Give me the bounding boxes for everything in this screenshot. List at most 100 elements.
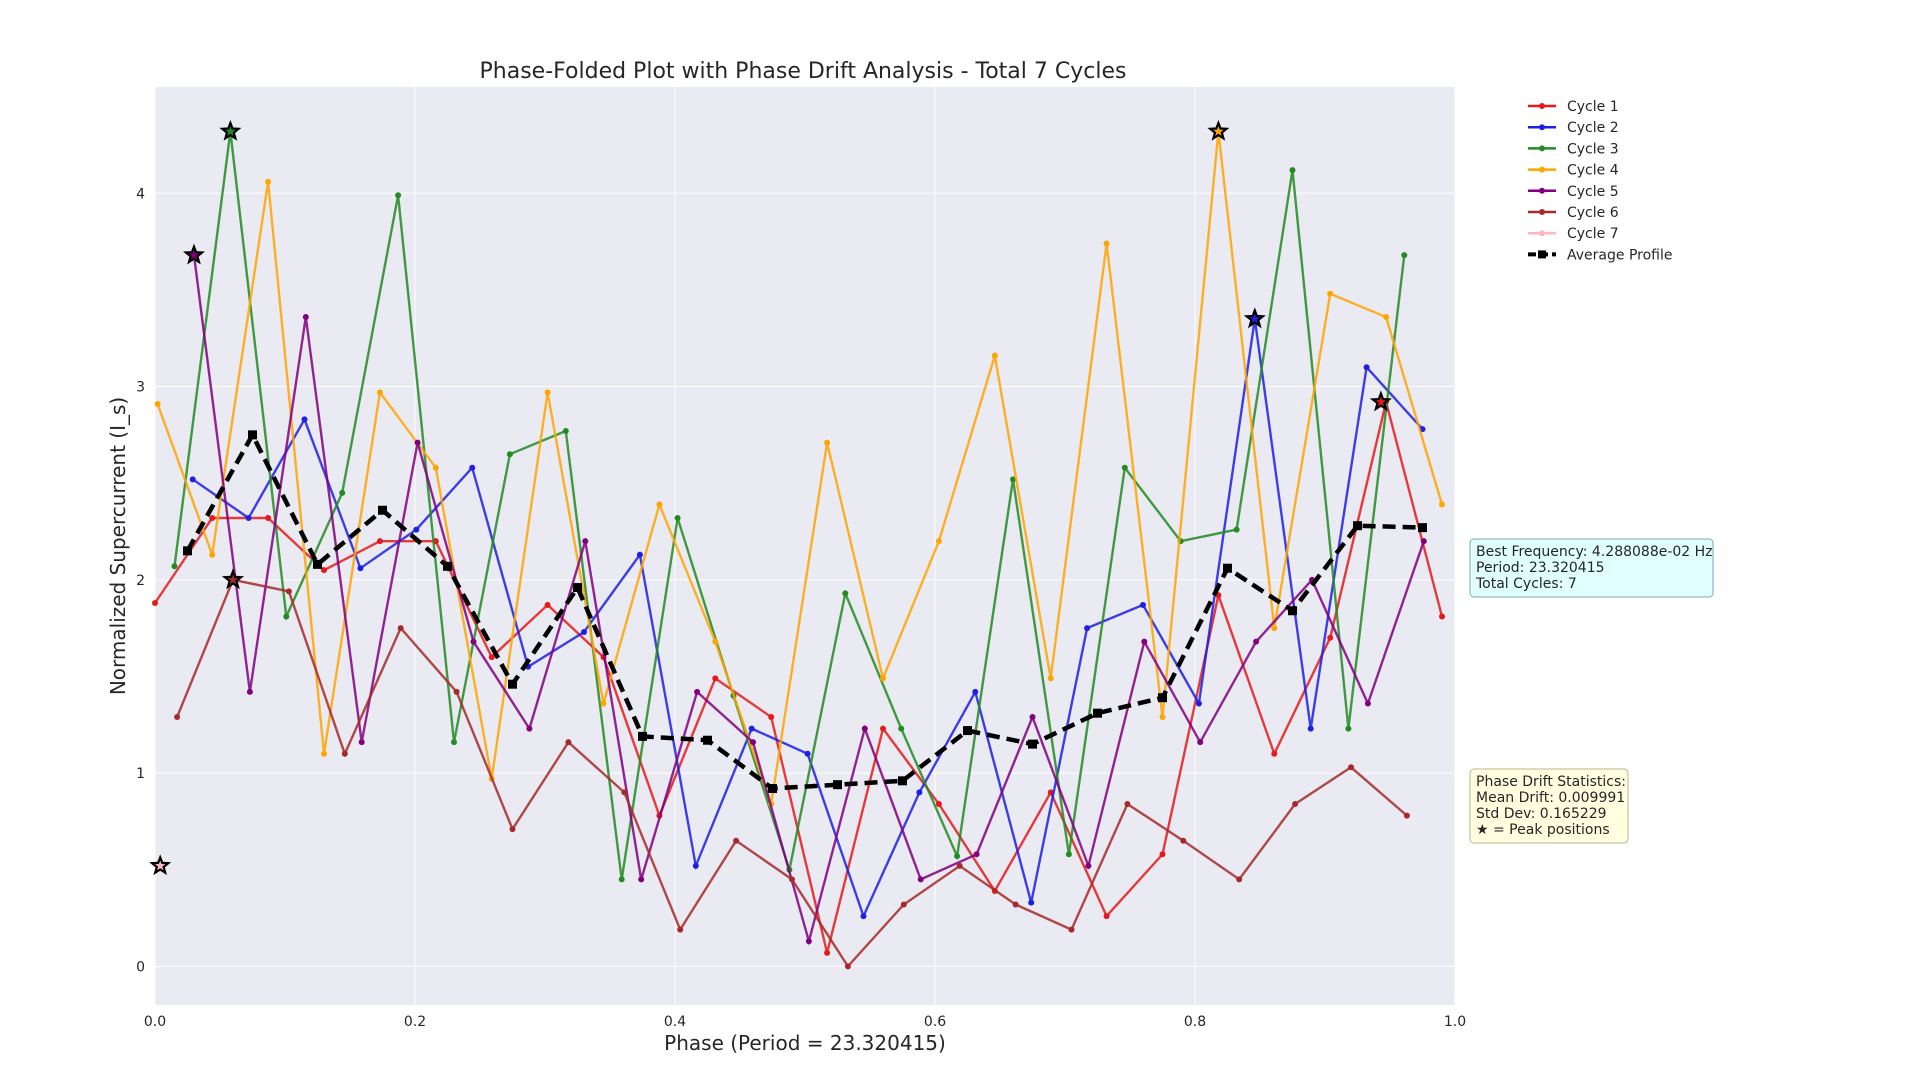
data-point bbox=[265, 178, 272, 185]
avg-point bbox=[703, 735, 712, 745]
avg-point bbox=[833, 780, 842, 790]
data-point bbox=[189, 476, 196, 483]
legend-swatch-marker bbox=[1539, 145, 1545, 152]
data-point bbox=[582, 538, 589, 545]
avg-point bbox=[963, 726, 972, 736]
info-box-frame bbox=[1469, 538, 1714, 598]
peak-star-marker bbox=[221, 568, 245, 590]
data-point bbox=[1307, 725, 1314, 732]
data-point bbox=[376, 538, 383, 545]
data-point bbox=[395, 192, 402, 199]
data-point bbox=[544, 389, 551, 396]
data-point bbox=[1124, 801, 1131, 808]
data-point bbox=[358, 739, 365, 746]
data-point bbox=[245, 514, 252, 521]
data-point bbox=[789, 876, 795, 883]
data-point bbox=[152, 600, 158, 607]
data-point bbox=[900, 901, 907, 908]
avg-point bbox=[248, 430, 257, 440]
data-point bbox=[1271, 750, 1278, 757]
legend-swatch-marker bbox=[1539, 187, 1545, 194]
data-point bbox=[1103, 913, 1110, 920]
data-point bbox=[357, 565, 364, 572]
x-tick-label: 1.0 bbox=[1444, 1014, 1466, 1030]
data-point bbox=[712, 638, 719, 645]
data-point bbox=[1236, 876, 1243, 883]
data-point bbox=[453, 688, 460, 695]
data-point bbox=[154, 400, 161, 407]
data-point bbox=[1253, 638, 1260, 645]
data-point bbox=[470, 638, 477, 645]
data-point bbox=[1141, 638, 1148, 645]
data-point bbox=[954, 853, 961, 860]
data-point bbox=[880, 675, 886, 682]
avg-point bbox=[183, 546, 192, 556]
legend-entry: Cycle 7 bbox=[1528, 226, 1619, 242]
data-point bbox=[1383, 313, 1390, 320]
data-point bbox=[1029, 714, 1036, 721]
data-point bbox=[991, 352, 998, 359]
data-point bbox=[824, 949, 831, 956]
legend-label: Average Profile bbox=[1567, 247, 1672, 263]
data-point bbox=[656, 501, 663, 508]
legend-label: Cycle 2 bbox=[1567, 120, 1619, 136]
legend-entry: Cycle 1 bbox=[1528, 99, 1619, 115]
legend: Cycle 1 Cycle 2 Cycle 3 Cycle 4 Cycle 5 Cycle… bbox=[1528, 99, 1672, 263]
legend-swatch-marker bbox=[1539, 230, 1545, 237]
stats-box-line: Phase Drift Statistics: bbox=[1476, 774, 1626, 790]
data-point bbox=[1159, 851, 1166, 858]
data-point bbox=[638, 876, 645, 883]
data-point bbox=[636, 551, 643, 558]
avg-point bbox=[1223, 563, 1232, 573]
data-point bbox=[209, 514, 216, 521]
data-point bbox=[397, 625, 404, 632]
data-point bbox=[972, 688, 979, 695]
data-point bbox=[1327, 634, 1334, 641]
data-point bbox=[1103, 240, 1110, 247]
stats-box-line: ★ = Peak positions bbox=[1476, 822, 1610, 838]
avg-point bbox=[443, 561, 452, 571]
y-tick-label: 3 bbox=[136, 380, 145, 396]
series-cycle-1 bbox=[152, 399, 1445, 956]
chart-title: Phase-Folded Plot with Phase Drift Analy… bbox=[480, 59, 1127, 84]
data-point bbox=[544, 601, 551, 608]
data-point bbox=[861, 725, 868, 732]
avg-point bbox=[313, 559, 322, 569]
y-tick-label: 1 bbox=[136, 766, 145, 782]
data-point bbox=[1364, 700, 1371, 707]
data-point bbox=[1068, 926, 1075, 933]
legend-label: Cycle 1 bbox=[1567, 99, 1619, 115]
data-point bbox=[488, 654, 495, 661]
legend-swatch-marker bbox=[1539, 209, 1545, 215]
data-point bbox=[1028, 899, 1035, 906]
data-point bbox=[917, 876, 924, 883]
legend-entry: Average Profile bbox=[1528, 247, 1672, 263]
data-point bbox=[1084, 625, 1091, 632]
data-point bbox=[376, 389, 383, 396]
data-point bbox=[1345, 725, 1352, 732]
data-point bbox=[600, 700, 607, 707]
data-point bbox=[1010, 476, 1016, 483]
x-axis-label: Phase (Period = 23.320415) bbox=[664, 1031, 946, 1055]
legend-entry: Cycle 2 bbox=[1528, 120, 1619, 136]
avg-point bbox=[1418, 523, 1427, 533]
data-point bbox=[174, 714, 181, 721]
series-line bbox=[185, 430, 1423, 791]
data-point bbox=[469, 464, 476, 471]
legend-entry: Cycle 5 bbox=[1528, 184, 1619, 200]
y-axis-label: Normalized Supercurrent (I_s) bbox=[106, 397, 130, 695]
avg-point bbox=[1288, 606, 1297, 616]
data-point bbox=[748, 725, 755, 732]
data-point bbox=[1047, 675, 1054, 682]
data-point bbox=[1233, 526, 1240, 533]
x-tick-label: 0.0 bbox=[144, 1014, 166, 1030]
data-point bbox=[321, 750, 327, 757]
data-point bbox=[171, 563, 178, 570]
data-point bbox=[1159, 714, 1166, 721]
data-point bbox=[1439, 501, 1445, 508]
data-point bbox=[1195, 700, 1202, 707]
peak-star-marker bbox=[1369, 390, 1392, 412]
legend-entry: Cycle 3 bbox=[1528, 141, 1619, 157]
